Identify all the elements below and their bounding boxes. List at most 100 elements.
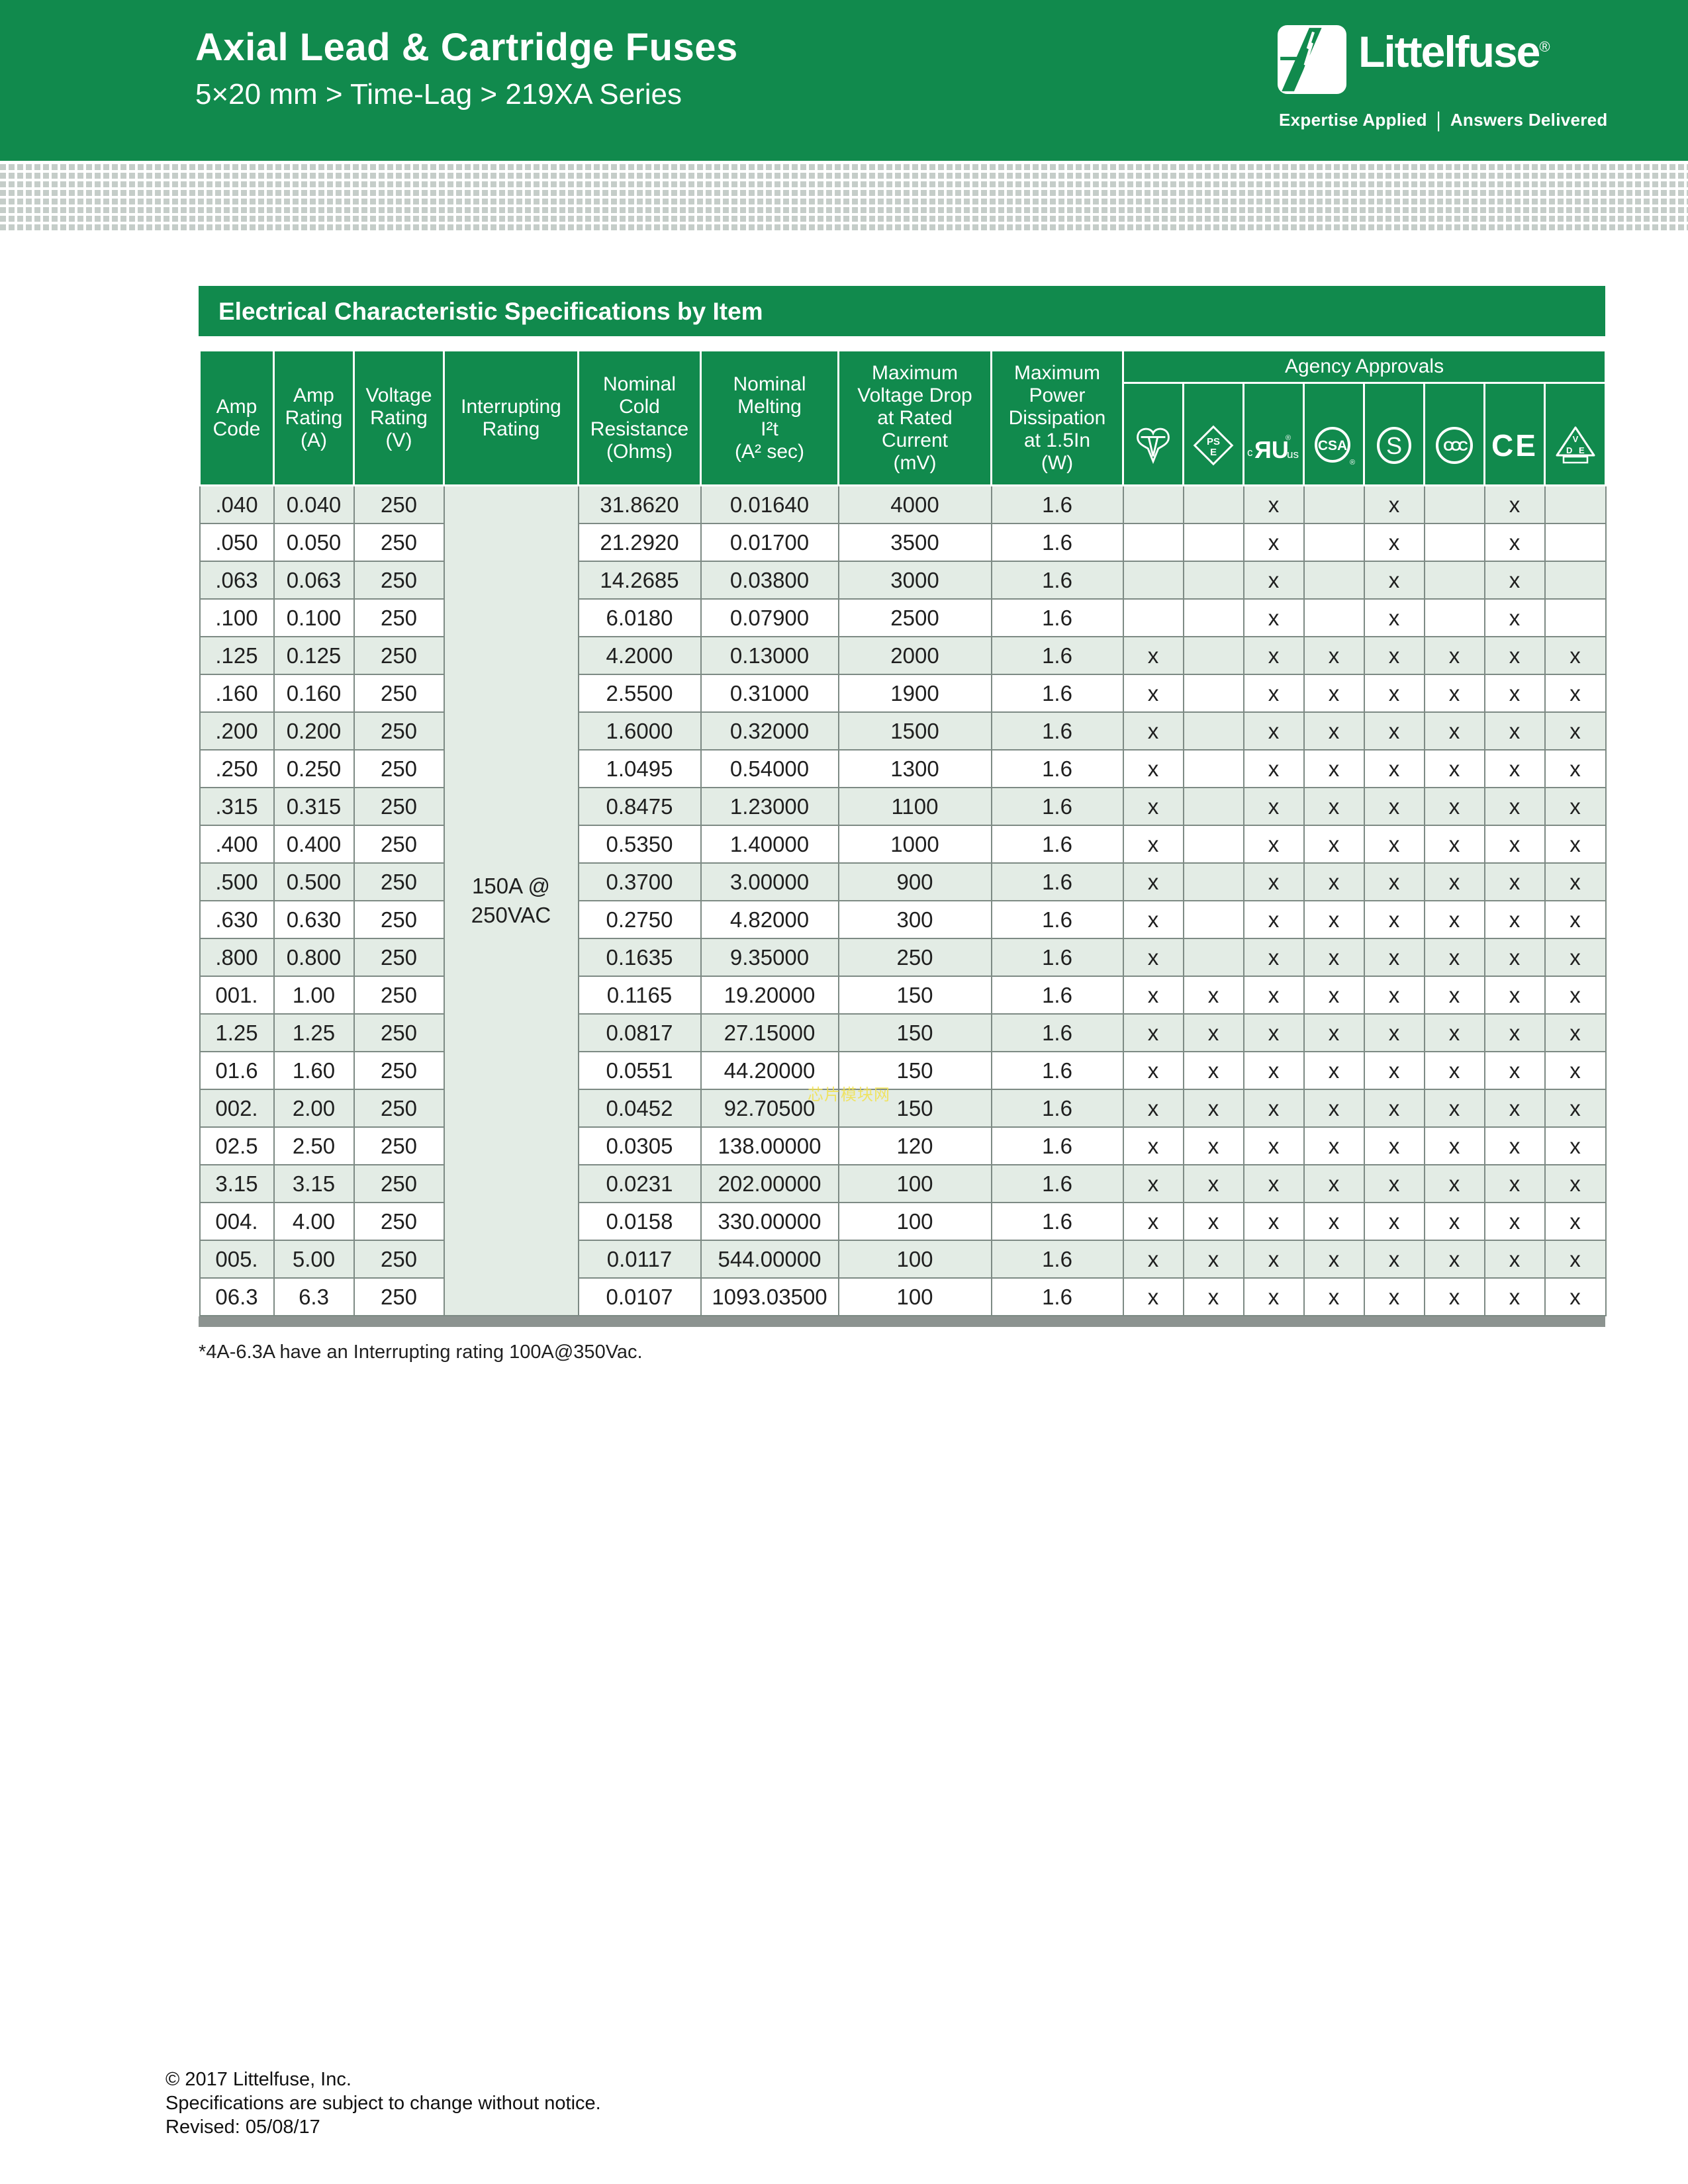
voltage-drop-cell: 100 (837, 1164, 992, 1203)
svg-text:®: ® (1350, 459, 1355, 467)
amp-rating-cell: 6.3 (273, 1277, 355, 1316)
approval-cell-pse-mark (1182, 711, 1244, 751)
cold-resistance-cell: 0.3700 (577, 862, 702, 901)
melting-i2t-cell: 544.00000 (700, 1240, 839, 1279)
approval-cell-s-mark: x (1363, 1126, 1425, 1165)
amp-rating-cell: 0.040 (273, 484, 355, 524)
approval-cell-vde-mark: x (1544, 636, 1607, 675)
power-dissipation-cell: 1.6 (990, 1240, 1124, 1279)
amp-rating-cell: 0.050 (273, 523, 355, 562)
approval-cell-demko-mark: x (1122, 1277, 1184, 1316)
approval-cell-cul-us-recognized-mark: x (1243, 1051, 1305, 1090)
table-row: .250 0.250 250 1.0495 0.54000 1300 1.6 x x x x x x x (199, 749, 1607, 788)
power-dissipation-cell: 1.6 (990, 711, 1124, 751)
approval-cell-cul-us-recognized-mark: x (1243, 976, 1305, 1015)
voltage-rating-cell: 250 (353, 636, 445, 675)
approval-cell-s-mark: x (1363, 749, 1425, 788)
approval-cell-ccc-mark: x (1423, 749, 1485, 788)
approval-cell-vde-mark: x (1544, 1202, 1607, 1241)
voltage-drop-cell: 100 (837, 1202, 992, 1241)
melting-i2t-cell: 0.31000 (700, 674, 839, 713)
voltage-rating-cell: 250 (353, 787, 445, 826)
cold-resistance-cell: 0.0452 (577, 1089, 702, 1128)
amp-rating-cell: 5.00 (273, 1240, 355, 1279)
approval-cell-pse-mark (1182, 825, 1244, 864)
approval-cell-demko-mark (1122, 561, 1184, 600)
voltage-rating-cell: 250 (353, 674, 445, 713)
agency-column-pse: PS E (1182, 382, 1244, 486)
revision-line: Revised: 05/08/17 (165, 2116, 320, 2138)
voltage-rating-cell: 250 (353, 1164, 445, 1203)
approval-cell-ce-mark: x (1483, 484, 1546, 524)
approval-cell-ce-mark: x (1483, 862, 1546, 901)
voltage-rating-cell: 250 (353, 938, 445, 977)
approval-cell-demko-mark: x (1122, 711, 1184, 751)
approval-cell-csa-mark: x (1303, 825, 1365, 864)
svg-text:®: ® (1286, 434, 1291, 442)
tagline-divider: | (1436, 107, 1441, 132)
cold-resistance-cell: 2.5500 (577, 674, 702, 713)
approval-cell-cul-us-recognized-mark: x (1243, 1240, 1305, 1279)
approval-cell-cul-us-recognized-mark: x (1243, 1164, 1305, 1203)
logo-wordmark: Littelfuse® (1358, 27, 1550, 76)
approval-cell-s-mark: x (1363, 1013, 1425, 1052)
table-row: .040 0.040 250 150A @ 250VAC 31.8620 0.01640 4… (199, 484, 1607, 1316)
approval-cell-s-mark: x (1363, 523, 1425, 562)
approval-cell-demko-mark: x (1122, 1202, 1184, 1241)
approval-cell-vde-mark: x (1544, 900, 1607, 939)
power-dissipation-cell: 1.6 (990, 523, 1124, 562)
approval-cell-vde-mark: x (1544, 1164, 1607, 1203)
cold-resistance-cell: 6.0180 (577, 598, 702, 637)
power-dissipation-cell: 1.6 (990, 1089, 1124, 1128)
voltage-drop-cell: 250 (837, 938, 992, 977)
approval-cell-ccc-mark: x (1423, 1164, 1485, 1203)
approval-cell-demko-mark (1122, 523, 1184, 562)
approval-cell-cul-us-recognized-mark: x (1243, 711, 1305, 751)
amp-code-cell: .100 (199, 598, 275, 637)
cold-resistance-cell: 21.2920 (577, 523, 702, 562)
approval-cell-ce-mark: x (1483, 674, 1546, 713)
voltage-rating-cell: 250 (353, 523, 445, 562)
approval-cell-s-mark: x (1363, 862, 1425, 901)
cold-resistance-cell: 14.2685 (577, 561, 702, 600)
amp-rating-cell: 0.500 (273, 862, 355, 901)
power-dissipation-cell: 1.6 (990, 561, 1124, 600)
approval-cell-s-mark: x (1363, 1240, 1425, 1279)
power-dissipation-cell: 1.6 (990, 1164, 1124, 1203)
approval-cell-ccc-mark: x (1423, 787, 1485, 826)
table-bottom-bar (199, 1316, 1605, 1327)
melting-i2t-cell: 9.35000 (700, 938, 839, 977)
spec-table: Amp Code Amp Rating (A) Voltage Rating (… (199, 349, 1607, 1316)
approval-cell-csa-mark (1303, 484, 1365, 524)
approval-cell-ce-mark: x (1483, 1240, 1546, 1279)
approval-cell-s-mark: x (1363, 484, 1425, 524)
disclaimer-line: Specifications are subject to change wit… (165, 2093, 601, 2114)
amp-code-cell: .250 (199, 749, 275, 788)
approval-cell-csa-mark: x (1303, 1277, 1365, 1316)
approval-cell-demko-mark: x (1122, 862, 1184, 901)
approval-cell-demko-mark: x (1122, 1240, 1184, 1279)
approval-cell-vde-mark: x (1544, 862, 1607, 901)
approval-cell-csa-mark: x (1303, 636, 1365, 675)
voltage-rating-cell: 250 (353, 561, 445, 600)
table-row: .063 0.063 250 14.2685 0.03800 3000 1.6 x x x (199, 561, 1607, 600)
approval-cell-cul-us-recognized-mark: x (1243, 1277, 1305, 1316)
melting-i2t-cell: 0.13000 (700, 636, 839, 675)
approval-cell-vde-mark: x (1544, 938, 1607, 977)
approval-cell-cul-us-recognized-mark: x (1243, 1013, 1305, 1052)
melting-i2t-cell: 27.15000 (700, 1013, 839, 1052)
approval-cell-csa-mark: x (1303, 1202, 1365, 1241)
voltage-rating-cell: 250 (353, 1240, 445, 1279)
vde-triangle-icon: V D E (1556, 426, 1595, 464)
voltage-rating-cell: 250 (353, 749, 445, 788)
approval-cell-pse-mark: x (1182, 976, 1244, 1015)
cold-resistance-cell: 0.0551 (577, 1051, 702, 1090)
approval-cell-csa-mark: x (1303, 900, 1365, 939)
approval-cell-csa-mark: x (1303, 787, 1365, 826)
copyright-line: © 2017 Littelfuse, Inc. (165, 2069, 352, 2090)
approval-cell-ce-mark: x (1483, 1051, 1546, 1090)
amp-rating-cell: 0.063 (273, 561, 355, 600)
amp-code-cell: 06.3 (199, 1277, 275, 1316)
approval-cell-cul-us-recognized-mark: x (1243, 523, 1305, 562)
cold-resistance-cell: 0.1165 (577, 976, 702, 1015)
